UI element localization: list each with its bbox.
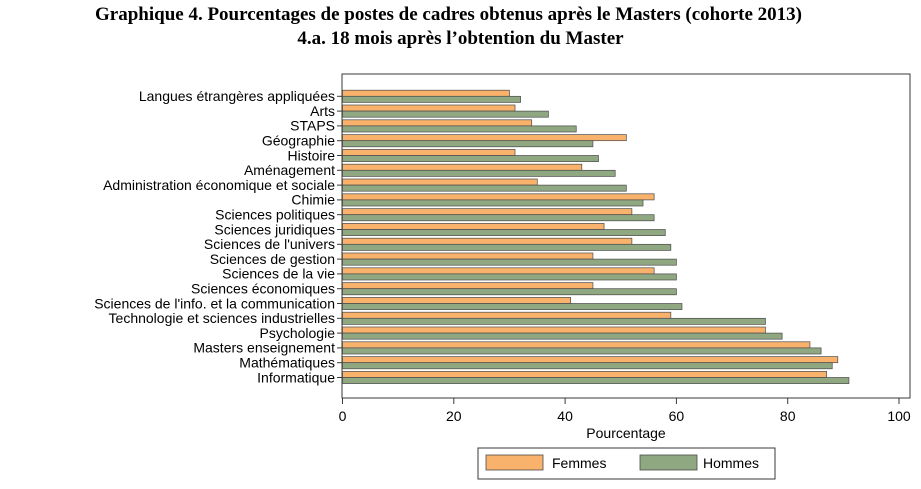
x-tick-label: 0 xyxy=(339,408,347,424)
x-axis-label: Pourcentage xyxy=(586,425,666,441)
bar-hommes xyxy=(342,140,594,148)
bar-hommes xyxy=(342,155,599,162)
x-tick-label: 20 xyxy=(446,408,462,424)
category-label: Informatique xyxy=(257,369,335,385)
bar-femmes xyxy=(342,104,516,112)
category-label: Histoire xyxy=(288,147,336,163)
bar-femmes xyxy=(342,311,672,319)
bar-hommes xyxy=(342,110,549,118)
bar-hommes xyxy=(342,184,627,192)
bar-femmes xyxy=(342,282,594,290)
category-label: Arts xyxy=(310,103,335,119)
bar-hommes xyxy=(342,332,783,340)
bar-hommes xyxy=(342,243,672,251)
legend: Femmes Hommes xyxy=(477,447,776,480)
category-label: Chimie xyxy=(291,192,335,208)
bar-femmes xyxy=(342,341,811,349)
category-label: Sciences juridiques xyxy=(214,221,335,237)
category-label: Administration économique et sociale xyxy=(103,177,335,193)
category-label: Aménagement xyxy=(244,162,335,178)
category-label: Mathématiques xyxy=(239,355,335,371)
x-tick-label: 60 xyxy=(669,408,685,424)
bar-hommes xyxy=(342,303,683,310)
x-tick-label: 40 xyxy=(557,408,573,424)
bar-femmes xyxy=(342,89,510,97)
legend-label-femmes: Femmes xyxy=(552,455,606,471)
bar-femmes xyxy=(342,297,572,304)
bar-hommes xyxy=(342,229,666,236)
bar-femmes xyxy=(342,149,516,156)
x-tick-label: 80 xyxy=(780,408,796,424)
category-label: Sciences de l'info. et la communication xyxy=(94,295,335,311)
bar-femmes xyxy=(342,163,583,171)
category-label: Sciences de gestion xyxy=(210,251,335,267)
x-tick-label: 100 xyxy=(887,408,911,424)
category-label: Langues étrangères appliquées xyxy=(139,88,335,104)
bar-hommes xyxy=(342,214,655,222)
bar-femmes xyxy=(342,208,633,216)
bar-femmes xyxy=(342,178,538,186)
chart-title: Graphique 4. Pourcentages de postes de c… xyxy=(95,4,802,25)
category-label: Sciences économiques xyxy=(191,281,335,297)
bar-femmes xyxy=(342,237,633,245)
legend-swatch-hommes xyxy=(639,454,698,471)
bar-hommes xyxy=(342,258,677,266)
category-label: Géographie xyxy=(262,133,335,149)
x-axis: 0 20 40 60 80 100 xyxy=(339,398,911,424)
bar-hommes xyxy=(342,125,577,133)
bar-hommes xyxy=(342,169,616,177)
bar-hommes xyxy=(342,377,850,384)
legend-label-hommes: Hommes xyxy=(703,455,759,471)
category-label: Technologie et sciences industrielles xyxy=(109,310,335,326)
category-label: Sciences de la vie xyxy=(222,266,335,282)
bar-femmes xyxy=(342,267,655,275)
bar-hommes xyxy=(342,362,833,370)
bar-femmes xyxy=(342,326,766,334)
category-labels: Langues étrangères appliquéesArtsSTAPSGé… xyxy=(94,88,342,385)
bar-hommes xyxy=(342,273,677,281)
bar-hommes xyxy=(342,347,822,355)
category-label: STAPS xyxy=(290,118,335,134)
category-label: Masters enseignement xyxy=(193,340,335,356)
bar-femmes xyxy=(342,252,594,260)
chart-subtitle: 4.a. 18 mois après l’obtention du Master xyxy=(297,28,624,49)
category-label: Psychologie xyxy=(260,325,336,341)
plot-frame xyxy=(341,73,911,399)
bar-femmes xyxy=(342,371,828,378)
legend-swatch-femmes xyxy=(485,454,544,471)
bar-hommes xyxy=(342,317,766,325)
bar-hommes xyxy=(342,95,521,103)
bar-femmes xyxy=(342,223,605,230)
category-label: Sciences politiques xyxy=(215,207,335,223)
bar-femmes xyxy=(342,134,627,142)
bar-femmes xyxy=(342,356,839,364)
category-label: Sciences de l'univers xyxy=(204,236,335,252)
plot-border xyxy=(341,73,911,399)
bars xyxy=(342,89,850,384)
bar-hommes xyxy=(342,288,677,296)
bar-femmes xyxy=(342,119,533,127)
bar-femmes xyxy=(342,193,655,201)
bar-hommes xyxy=(342,199,644,207)
